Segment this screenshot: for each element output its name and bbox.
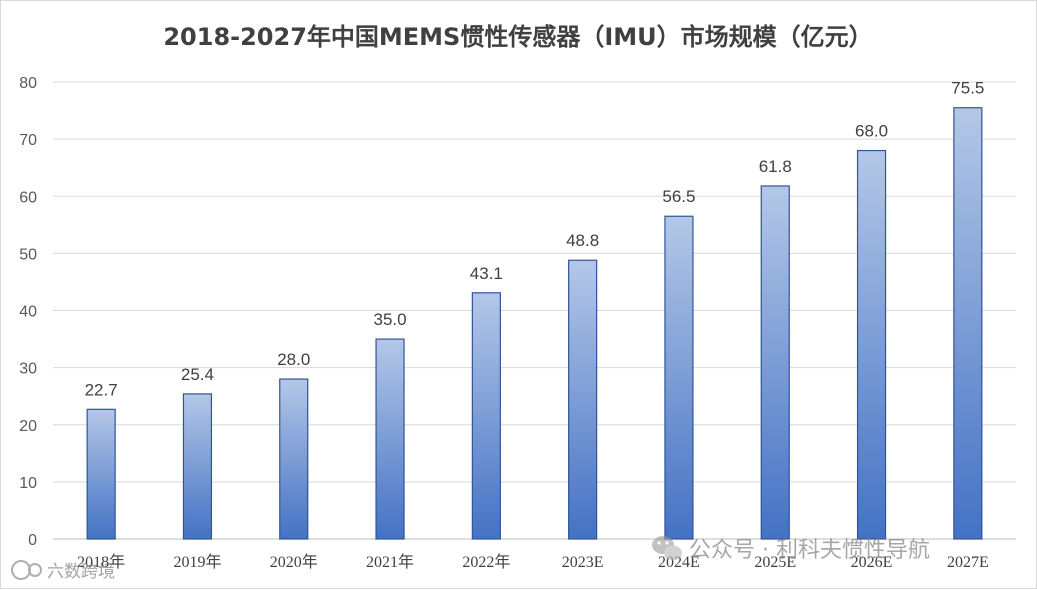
x-tick-label: 2025E	[754, 554, 796, 571]
x-tick-label: 2020年	[270, 553, 318, 571]
data-label: 25.4	[181, 365, 214, 384]
data-label: 61.8	[759, 157, 792, 176]
y-tick-label: 60	[19, 189, 37, 206]
data-label: 43.1	[470, 264, 503, 283]
x-tick-label: 2027E	[947, 554, 989, 571]
watermark-left-text: 六数跨境	[47, 562, 115, 582]
y-tick-label: 50	[19, 246, 37, 263]
y-axis-ticks: 0 10 20 30 40 50 60 70 80	[19, 75, 37, 549]
data-label: 68.0	[855, 122, 888, 141]
bars	[86, 107, 983, 540]
y-tick-label: 80	[19, 75, 37, 92]
watermark-right: 公众号 · 利科夫惯性导航	[652, 536, 930, 563]
y-tick-label: 40	[19, 304, 37, 321]
y-tick-label: 20	[19, 418, 37, 435]
x-tick-label: 2021年	[366, 553, 414, 571]
y-tick-label: 0	[28, 532, 37, 549]
bar-2021年	[375, 338, 405, 540]
data-label: 75.5	[951, 79, 984, 98]
wechat-icon	[652, 536, 682, 561]
bar-2019年	[182, 393, 213, 540]
bar-2024E	[664, 215, 694, 540]
bar-2020年	[279, 378, 309, 540]
bar-2026E	[856, 149, 887, 540]
bar-2018年	[86, 408, 116, 540]
y-tick-label: 30	[19, 361, 37, 378]
data-label: 28.0	[277, 350, 310, 369]
x-tick-label: 2019年	[173, 553, 221, 571]
x-tick-label: 2018年	[77, 553, 125, 571]
y-tick-label: 70	[19, 132, 37, 149]
brand-logo-icon	[11, 560, 42, 580]
bar-2025E	[760, 185, 790, 540]
data-label: 35.0	[374, 310, 407, 329]
x-tick-label: 2026E	[851, 554, 893, 571]
data-labels: 22.7 25.4 28.0 35.0 43.1 48.8 56.5 61.8 68.0 75.5	[85, 79, 985, 400]
x-tick-label: 2022年	[462, 553, 510, 571]
watermark-right-text: 公众号 · 利科夫惯性导航	[689, 538, 930, 563]
bar-2023E	[568, 259, 598, 540]
data-label: 22.7	[85, 380, 118, 399]
x-tick-label: 2023E	[562, 554, 604, 571]
y-tick-label: 10	[19, 475, 37, 492]
bar-2022年	[471, 292, 501, 540]
chart-title: 2018-2027年中国MEMS惯性传感器（IMU）市场规模（亿元）	[163, 23, 872, 51]
watermark-left: 六数跨境	[11, 560, 115, 582]
data-label: 56.5	[662, 187, 695, 206]
x-axis-ticks: 2018年 2019年 2020年 2021年 2022年 2023E 2024E 2025E…	[77, 553, 989, 571]
gridlines	[53, 81, 1016, 540]
data-label: 48.8	[566, 231, 599, 250]
bar-2027E	[953, 107, 983, 540]
